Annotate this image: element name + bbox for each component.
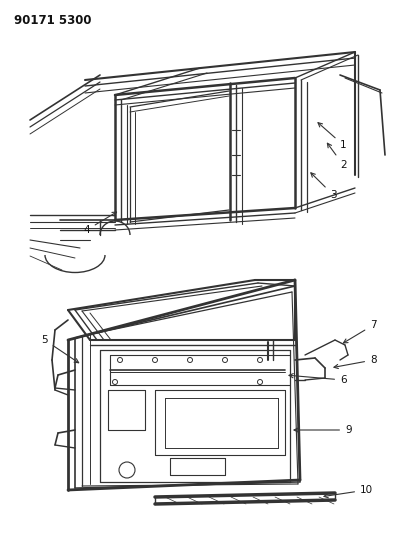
Text: 7: 7 <box>343 320 376 343</box>
Text: 5: 5 <box>41 335 79 363</box>
Text: 4: 4 <box>83 212 116 235</box>
Text: 90171 5300: 90171 5300 <box>14 14 91 27</box>
Text: 10: 10 <box>323 485 372 498</box>
Text: 6: 6 <box>288 374 346 385</box>
Text: 3: 3 <box>310 173 336 200</box>
Text: 9: 9 <box>293 425 351 435</box>
Text: 1: 1 <box>317 123 346 150</box>
Text: 2: 2 <box>326 143 346 170</box>
Text: 8: 8 <box>333 355 376 368</box>
